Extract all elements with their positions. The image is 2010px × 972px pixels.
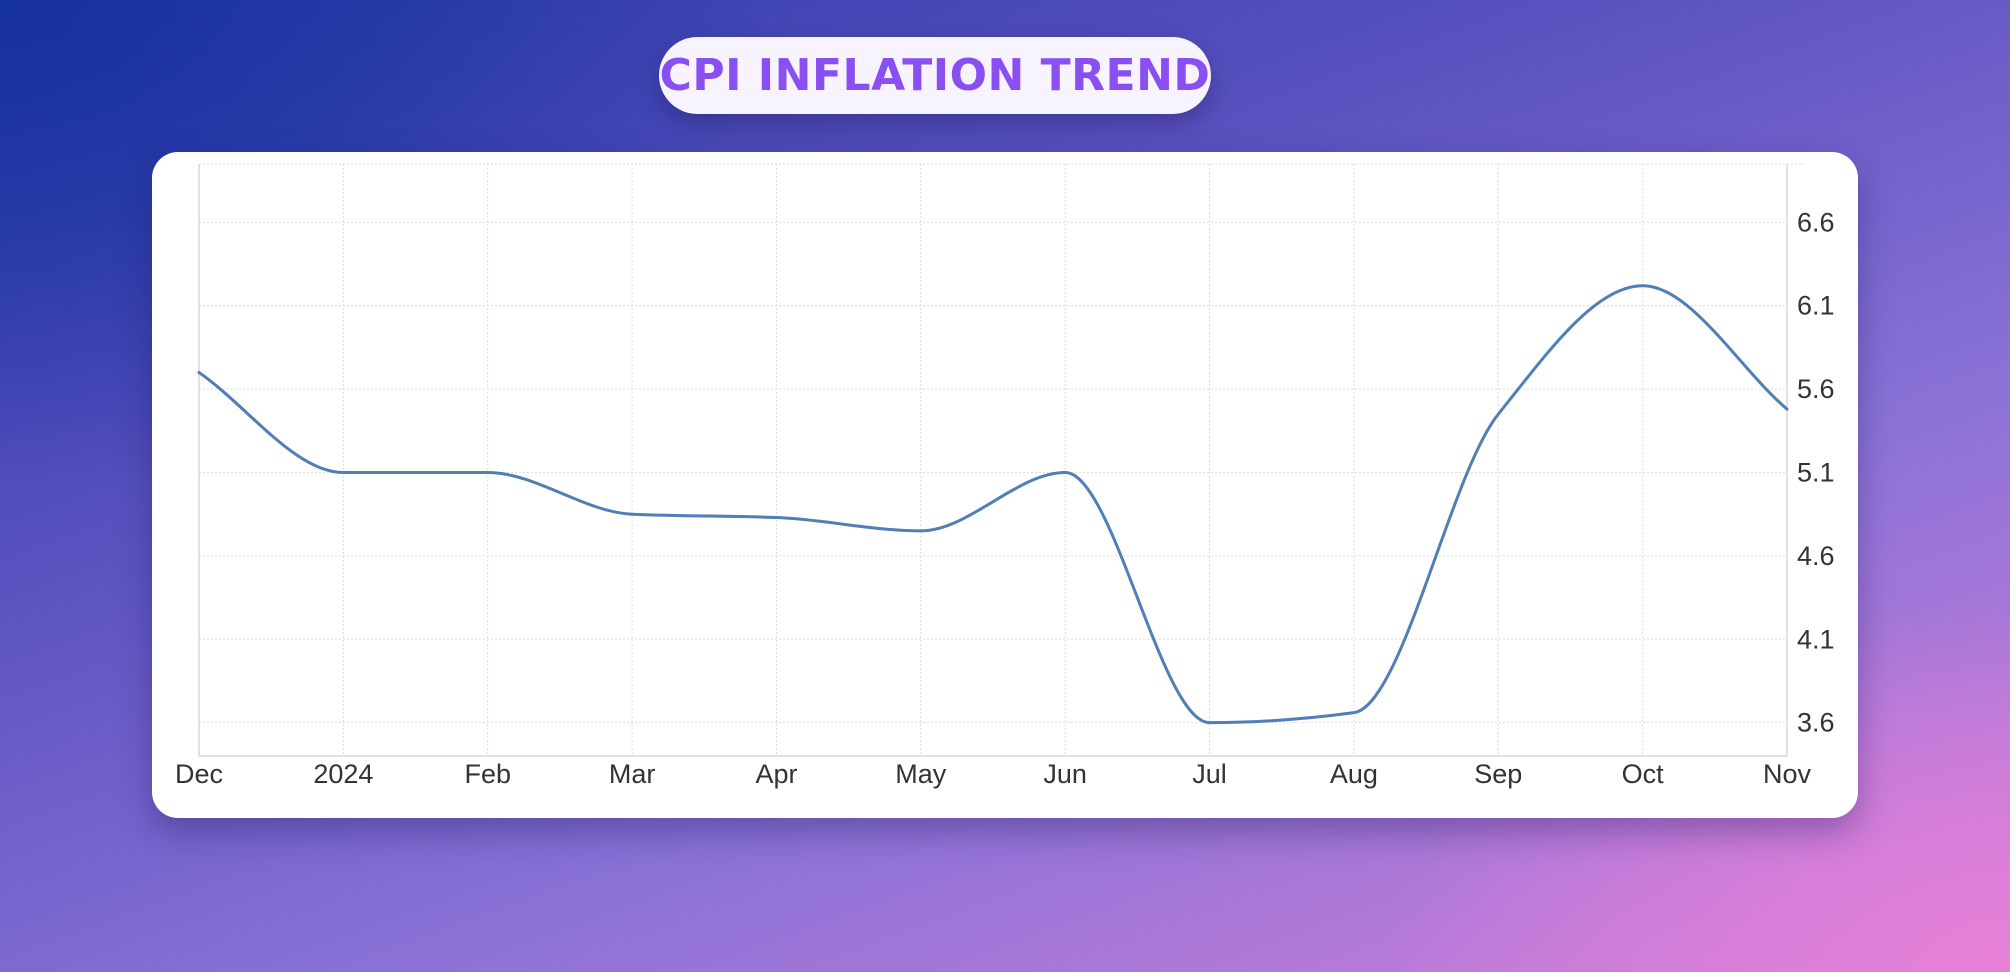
x-tick-label: Jun xyxy=(1043,759,1087,789)
axis-layer xyxy=(198,164,1788,757)
x-tick-label: Dec xyxy=(175,759,223,789)
x-tick-label: Aug xyxy=(1330,759,1378,789)
chart-title: CPI INFLATION TREND xyxy=(659,50,1211,101)
chart-card: Dec 2024 Feb Mar Apr May Jun Jul Aug Sep Oct Nov 3.… xyxy=(152,152,1858,818)
y-tick-label: 4.6 xyxy=(1797,541,1835,571)
title-pill: CPI INFLATION TREND xyxy=(659,37,1211,114)
series-line-0 xyxy=(197,284,1789,725)
y-tick-label: 6.6 xyxy=(1797,207,1835,237)
x-tick-label: Jul xyxy=(1192,759,1227,789)
x-tick-label: Feb xyxy=(464,759,511,789)
grid-layer xyxy=(198,163,1805,756)
y-tick-label: 5.6 xyxy=(1797,374,1835,404)
y-tick-label: 5.1 xyxy=(1797,458,1835,488)
y-tick-labels: 3.6 4.1 4.6 5.1 5.6 6.1 6.6 xyxy=(1797,207,1835,737)
y-tick-label: 6.1 xyxy=(1797,291,1835,321)
x-tick-label: Apr xyxy=(755,759,797,789)
x-tick-labels: Dec 2024 Feb Mar Apr May Jun Jul Aug Sep Oct Nov xyxy=(175,759,1812,789)
x-tick-label: Nov xyxy=(1763,759,1812,789)
x-tick-label: Sep xyxy=(1474,759,1522,789)
y-tick-label: 4.1 xyxy=(1797,624,1835,654)
x-tick-label: 2024 xyxy=(313,759,373,789)
line-chart: Dec 2024 Feb Mar Apr May Jun Jul Aug Sep Oct Nov 3.… xyxy=(175,163,1835,789)
x-tick-label: Mar xyxy=(609,759,656,789)
x-tick-label: Oct xyxy=(1622,759,1665,789)
y-tick-label: 3.6 xyxy=(1797,708,1835,738)
x-tick-label: May xyxy=(895,759,947,789)
series-layer xyxy=(197,284,1789,725)
